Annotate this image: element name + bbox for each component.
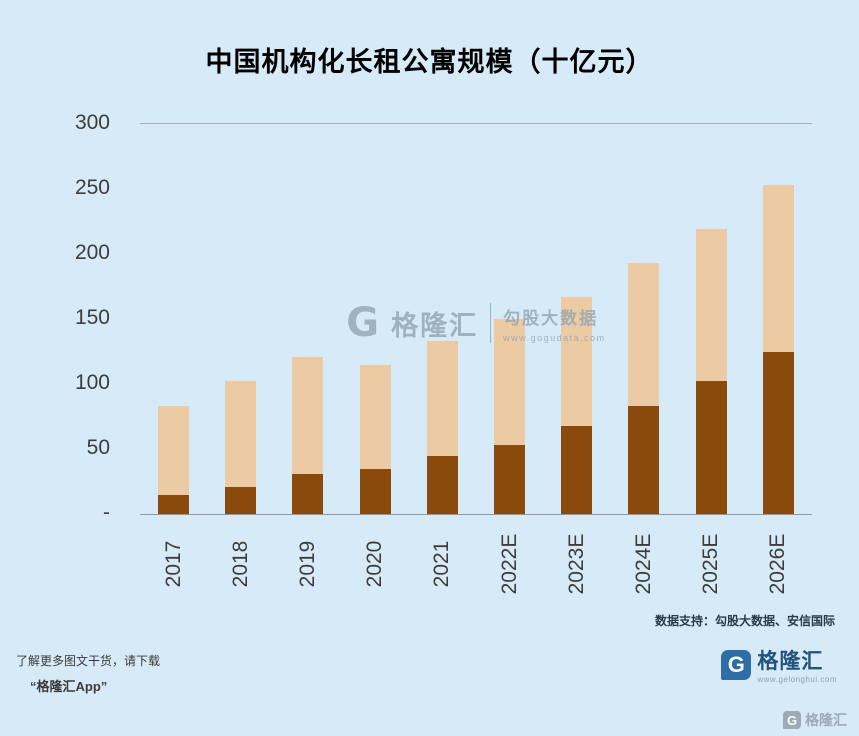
x-tick-label: 2025E bbox=[699, 533, 723, 595]
bar-segment-upper-segment bbox=[426, 341, 458, 456]
bar-2019 bbox=[292, 124, 324, 514]
footer-promo-line2: “格隆汇App” bbox=[30, 679, 108, 694]
bar-segment-lower-segment bbox=[762, 351, 794, 514]
x-tick-label: 2022E bbox=[497, 533, 521, 595]
x-tick-2018: 2018 bbox=[207, 516, 274, 612]
bar-segment-upper-segment bbox=[158, 406, 190, 495]
plot-area bbox=[140, 123, 812, 515]
corner-logo-brand: 格隆汇 bbox=[805, 712, 847, 728]
x-tick-2025E: 2025E bbox=[678, 516, 745, 612]
x-tick-label: 2020 bbox=[363, 540, 387, 588]
x-tick-2019: 2019 bbox=[274, 516, 341, 612]
gelonghui-logo-icon: G bbox=[721, 650, 752, 680]
bar-2024E bbox=[628, 124, 660, 514]
bar-segment-upper-segment bbox=[359, 364, 391, 469]
bar-segment-lower-segment bbox=[695, 381, 727, 514]
y-tick-label-250: 250 bbox=[74, 175, 110, 199]
x-tick-label: 2018 bbox=[228, 540, 252, 588]
bar-segment-lower-segment bbox=[426, 455, 458, 514]
y-tick-label-150: 150 bbox=[74, 306, 110, 329]
x-tick-label: 2023E bbox=[564, 533, 588, 595]
bar-2025E bbox=[695, 124, 727, 514]
bar-2017 bbox=[158, 124, 190, 514]
corner-watermark-logo: G 格隆汇 bbox=[783, 710, 847, 730]
corner-logo-icon: G bbox=[783, 711, 801, 729]
bar-segment-lower-segment bbox=[494, 445, 526, 514]
x-tick-2023E: 2023E bbox=[543, 516, 610, 612]
x-tick-label: 2024E bbox=[631, 533, 655, 595]
x-tick-label: 2017 bbox=[161, 540, 185, 588]
x-tick-2021: 2021 bbox=[409, 516, 476, 612]
y-axis: 300 250 200 150 100 50 - bbox=[50, 111, 130, 524]
bar-segment-lower-segment bbox=[158, 494, 190, 514]
chart-title: 中国机构化长租公寓规模（十亿元） bbox=[205, 47, 654, 77]
bar-segment-lower-segment bbox=[225, 486, 257, 514]
bar-segment-upper-segment bbox=[561, 296, 593, 426]
x-tick-2020: 2020 bbox=[342, 516, 409, 612]
x-tick-label: 2021 bbox=[430, 540, 454, 588]
x-tick-2026E: 2026E bbox=[745, 516, 812, 612]
x-tick-2017: 2017 bbox=[140, 516, 207, 612]
bar-segment-lower-segment bbox=[292, 473, 324, 514]
bar-segment-upper-segment bbox=[225, 381, 257, 487]
gelonghui-logo-brand: 格隆汇 bbox=[757, 650, 824, 673]
data-source-note: 数据支持：勾股大数据、安信国际 bbox=[654, 614, 835, 628]
y-tick-label-50: 50 bbox=[86, 436, 110, 459]
bar-segment-lower-segment bbox=[359, 468, 391, 514]
x-tick-2024E: 2024E bbox=[610, 516, 677, 612]
x-tick-label: 2019 bbox=[295, 540, 319, 588]
bar-segment-upper-segment bbox=[762, 185, 794, 352]
bar-segment-upper-segment bbox=[628, 263, 660, 407]
bar-2023E bbox=[561, 124, 593, 514]
y-tick-label-100: 100 bbox=[74, 370, 110, 394]
bar-segment-upper-segment bbox=[292, 356, 324, 474]
bar-2021 bbox=[426, 124, 458, 514]
bar-segment-upper-segment bbox=[494, 319, 526, 446]
y-tick-label-0: - bbox=[103, 501, 110, 524]
bar-2018 bbox=[225, 124, 257, 514]
gelonghui-logo: G 格隆汇 www.gelonghui.com bbox=[721, 650, 837, 684]
bar-2020 bbox=[359, 124, 391, 514]
bar-2022E bbox=[494, 124, 526, 514]
gelonghui-logo-url: www.gelonghui.com bbox=[757, 675, 837, 685]
x-axis: 2017 2018 2019 2020 2021 2022E 2023E 2024E 2025E… bbox=[140, 516, 812, 612]
bar-segment-upper-segment bbox=[695, 229, 727, 382]
y-tick-label-300: 300 bbox=[74, 111, 110, 134]
bar-segment-lower-segment bbox=[628, 406, 660, 514]
x-tick-2022E: 2022E bbox=[476, 516, 543, 612]
x-tick-label: 2026E bbox=[766, 533, 790, 595]
bar-2026E bbox=[762, 124, 794, 514]
bar-segment-lower-segment bbox=[561, 425, 593, 514]
gelonghui-logo-text: 格隆汇 www.gelonghui.com bbox=[757, 650, 837, 684]
y-tick-label-200: 200 bbox=[74, 240, 110, 264]
footer-promo-line1: 了解更多图文干货，请下载 bbox=[16, 654, 161, 668]
